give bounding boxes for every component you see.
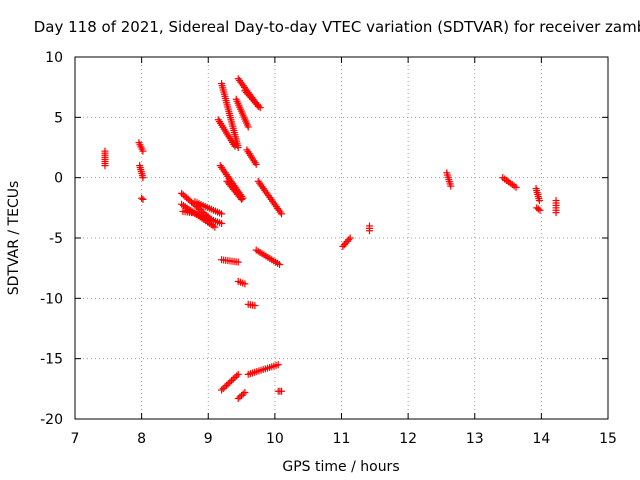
- data-point: [229, 375, 237, 383]
- data-point: [196, 206, 204, 214]
- x-tick-label: 11: [333, 431, 351, 447]
- data-point: [255, 102, 263, 110]
- data-point: [535, 197, 543, 205]
- data-point: [234, 370, 242, 378]
- data-point: [139, 195, 147, 203]
- axis-ticks: 7 8 9 10 11 12 13 14 15 -20 -15 -10 -5 0 5 10: [40, 50, 617, 447]
- data-point: [231, 142, 239, 150]
- data-points: [101, 75, 560, 402]
- data-point: [534, 205, 542, 213]
- data-point: [274, 361, 282, 369]
- x-tick-label: 14: [532, 431, 550, 447]
- x-tick-label: 8: [137, 431, 146, 447]
- x-axis-label: GPS time / hours: [282, 459, 399, 475]
- y-tick-label: -10: [40, 291, 63, 307]
- data-point: [139, 174, 147, 182]
- data-point: [224, 380, 232, 388]
- data-point: [234, 258, 242, 266]
- data-point: [211, 223, 219, 231]
- data-point: [186, 197, 194, 205]
- data-point: [536, 206, 544, 214]
- data-point: [218, 210, 226, 218]
- data-point: [241, 87, 249, 95]
- grid: [75, 57, 608, 419]
- data-point: [194, 204, 202, 212]
- data-point: [236, 194, 244, 202]
- data-point: [252, 99, 260, 107]
- data-point: [138, 194, 146, 202]
- data-point: [447, 182, 455, 190]
- data-point: [251, 302, 259, 310]
- data-point: [223, 381, 231, 389]
- data-point: [239, 390, 247, 398]
- x-tick-label: 13: [466, 431, 484, 447]
- data-point: [183, 194, 191, 202]
- data-point: [233, 372, 241, 380]
- x-tick-label: 15: [599, 431, 617, 447]
- data-point: [188, 209, 196, 217]
- y-axis-label: SDTVAR / TECUs: [6, 181, 22, 296]
- data-point: [365, 227, 373, 235]
- data-point: [276, 261, 284, 269]
- data-point: [552, 209, 560, 217]
- data-point: [219, 384, 227, 392]
- data-point: [245, 92, 253, 100]
- x-tick-label: 9: [204, 431, 213, 447]
- data-point: [242, 88, 250, 96]
- y-tick-label: 0: [54, 171, 63, 187]
- data-point: [238, 391, 246, 399]
- chart-title: Day 118 of 2021, Sidereal Day-to-day VTE…: [34, 18, 640, 36]
- data-point: [250, 97, 258, 105]
- data-point: [221, 383, 229, 391]
- data-point: [226, 378, 234, 386]
- data-point: [241, 388, 249, 396]
- data-point: [228, 377, 236, 385]
- data-point: [218, 220, 226, 228]
- y-tick-label: 5: [54, 110, 63, 126]
- x-tick-label: 10: [266, 431, 284, 447]
- y-tick-label: 10: [45, 50, 63, 66]
- data-point: [139, 147, 147, 155]
- data-point: [101, 162, 109, 170]
- data-point: [231, 373, 239, 381]
- data-point: [345, 236, 353, 244]
- data-point: [247, 94, 255, 102]
- data-point: [244, 90, 252, 98]
- data-point: [181, 192, 189, 200]
- data-point: [249, 95, 257, 103]
- data-point: [234, 394, 242, 402]
- y-tick-label: -20: [40, 412, 63, 428]
- x-tick-label: 12: [399, 431, 417, 447]
- data-point: [512, 183, 520, 191]
- data-point: [252, 160, 260, 168]
- data-point: [178, 189, 186, 197]
- data-point: [218, 386, 226, 394]
- data-point: [184, 195, 192, 203]
- data-point: [234, 144, 242, 151]
- y-tick-label: -15: [40, 352, 63, 368]
- x-tick-label: 7: [71, 431, 80, 447]
- data-point: [244, 123, 252, 131]
- data-point: [253, 100, 261, 108]
- data-point: [346, 234, 354, 242]
- data-point: [179, 191, 187, 199]
- data-point: [278, 387, 286, 395]
- data-point: [238, 195, 246, 203]
- data-point: [236, 393, 244, 401]
- data-point: [278, 210, 286, 218]
- y-tick-label: -5: [49, 231, 63, 247]
- data-point: [241, 280, 249, 288]
- data-point: [256, 104, 264, 112]
